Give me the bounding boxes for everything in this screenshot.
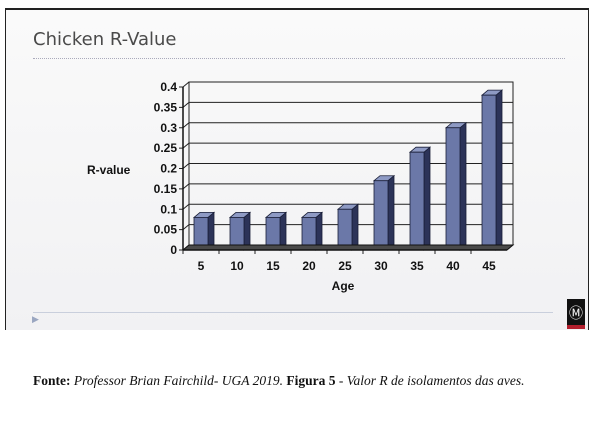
gridline-depth	[182, 203, 190, 210]
x-tick-label: 30	[374, 259, 388, 273]
title-divider	[33, 58, 565, 59]
x-axis-label: Age	[332, 279, 355, 293]
slide-title: Chicken R-Value	[33, 29, 177, 50]
gridline-depth	[182, 81, 190, 88]
x-tick-label: 15	[266, 259, 280, 273]
bar-side	[495, 89, 503, 251]
caption-source-text: Professor Brian Fairchild- UGA 2019.	[70, 373, 287, 388]
slide-nav-arrow-icon[interactable]: ▶	[32, 314, 39, 324]
bar-chart: 0 0.05 0.1 0.15 0.2 0.25 0.3 0.35 0.4 5 10 15 20 25 30…	[87, 80, 515, 293]
x-tick-label: 5	[198, 259, 205, 273]
logo-glyph: Ⓜ	[569, 306, 583, 322]
chart-axes: 0 0.05 0.1 0.15 0.2 0.25 0.3 0.35 0.4 5 10 15 20 25 30…	[154, 80, 515, 273]
bar-side	[351, 203, 359, 251]
x-tick-label: 40	[446, 259, 460, 273]
y-tick-label: 0.15	[154, 182, 178, 196]
x-tick-label: 35	[410, 259, 424, 273]
y-tick-label: 0.05	[154, 223, 178, 237]
bar	[337, 208, 353, 251]
bar-side	[459, 121, 467, 251]
caption-figure-text: - Valor R de isolamentos das aves.	[335, 373, 525, 388]
bar	[481, 94, 497, 251]
gridline-depth	[182, 142, 190, 149]
x-tick-label: 45	[482, 259, 496, 273]
y-tick-label: 0.2	[160, 162, 177, 176]
y-tick-label: 0.1	[160, 202, 177, 216]
x-tick-label: 20	[302, 259, 316, 273]
bar	[445, 127, 461, 251]
figure-caption: Fonte: Professor Brian Fairchild- UGA 20…	[33, 366, 563, 396]
caption-source-label: Fonte:	[33, 373, 71, 388]
y-tick-label: 0.35	[154, 100, 178, 114]
y-tick-label: 0.3	[160, 121, 177, 135]
y-tick-label: 0	[170, 243, 177, 257]
x-tick-label: 25	[338, 259, 352, 273]
y-axis-label: R-value	[87, 163, 131, 177]
gridline-depth	[182, 183, 190, 190]
y-tick-label: 0.25	[154, 141, 178, 155]
caption-figure-label: Figura 5	[286, 373, 336, 388]
bar-side	[315, 211, 323, 251]
university-logo-icon: Ⓜ	[567, 299, 585, 329]
bar	[373, 180, 389, 251]
bar-side	[279, 211, 287, 251]
footer-divider	[33, 312, 553, 313]
gridline-depth	[182, 224, 190, 231]
gridline-depth	[182, 163, 190, 169]
bar-side	[243, 211, 251, 251]
y-tick-label: 0.4	[160, 80, 177, 94]
chart-bars	[192, 89, 504, 251]
bar-side	[423, 146, 431, 251]
bar	[409, 151, 425, 251]
bar-side	[387, 174, 395, 251]
gridline-depth	[182, 122, 190, 129]
gridline-depth	[182, 101, 190, 108]
bar-side	[207, 211, 215, 251]
x-tick-label: 10	[230, 259, 244, 273]
